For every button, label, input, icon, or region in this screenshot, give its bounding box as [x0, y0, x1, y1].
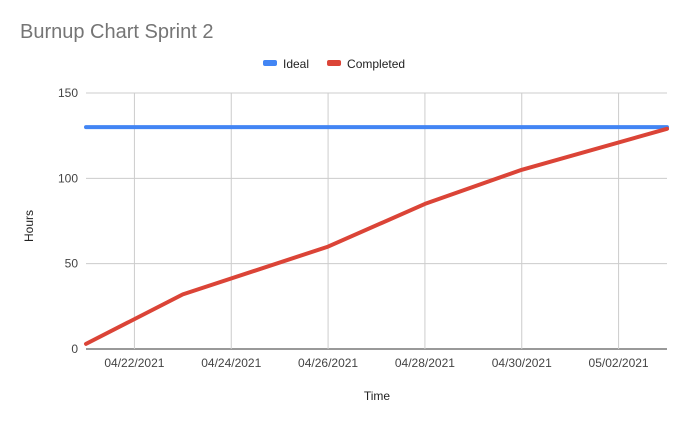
- gridlines: [86, 92, 667, 350]
- x-tick-label: 04/30/2021: [492, 356, 552, 370]
- y-tick-label: 150: [58, 86, 78, 100]
- x-tick-label: 04/22/2021: [104, 356, 164, 370]
- legend-swatch-completed: [327, 60, 342, 66]
- legend-label-ideal: Ideal: [283, 57, 309, 71]
- y-tick-label: 0: [71, 342, 78, 356]
- series-line-completed: [84, 126, 669, 346]
- x-axis-ticks: 04/22/2021 04/24/2021 04/26/2021 04/28/2021…: [104, 356, 649, 370]
- legend: Ideal Completed: [263, 57, 405, 71]
- y-tick-label: 50: [65, 257, 79, 271]
- legend-swatch-ideal: [263, 60, 277, 66]
- y-tick-label: 100: [58, 171, 78, 185]
- x-tick-label: 04/24/2021: [201, 356, 261, 370]
- legend-label-completed: Completed: [347, 57, 405, 71]
- series-lines: [84, 125, 669, 346]
- y-axis-label: Hours: [22, 210, 36, 242]
- x-tick-label: 05/02/2021: [589, 356, 649, 370]
- x-axis-label: Time: [364, 389, 391, 403]
- x-tick-label: 04/26/2021: [298, 356, 358, 370]
- y-axis-ticks: 0 50 100 150: [58, 86, 78, 356]
- x-tick-label: 04/28/2021: [395, 356, 455, 370]
- chart-title: Burnup Chart Sprint 2: [20, 21, 213, 43]
